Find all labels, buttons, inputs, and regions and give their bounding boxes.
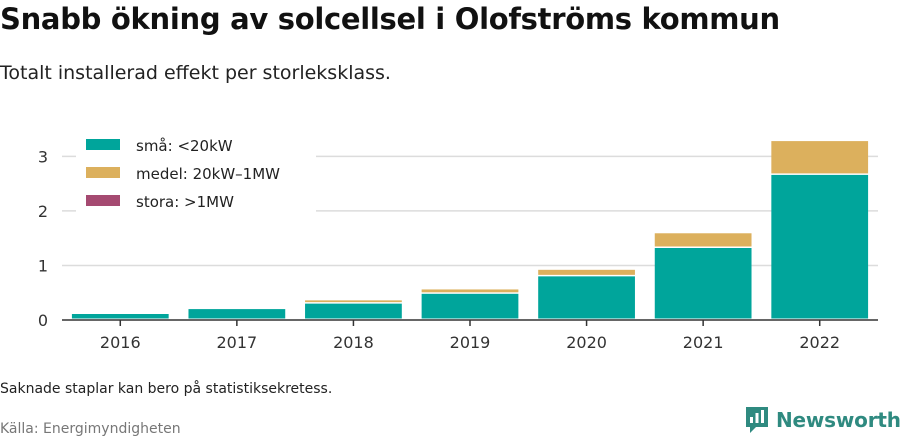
legend-swatch: [86, 139, 120, 150]
legend-swatch: [86, 195, 120, 206]
footnote: Saknade staplar kan bero på statistiksek…: [0, 381, 333, 397]
x-tick-label: 2016: [100, 333, 141, 352]
newsworthy-logo-icon: [746, 407, 768, 433]
bar-2021-series-0: [654, 248, 752, 319]
x-tick-label: 2021: [683, 333, 724, 352]
chart-title: Snabb ökning av solcellsel i Olofströms …: [0, 2, 780, 36]
y-axis-ticks: 0 1 2 3: [38, 147, 48, 330]
bar-2019-series-0: [421, 293, 519, 319]
bar-2017-series-0: [188, 309, 286, 319]
bar-2016-series-0: [71, 314, 169, 319]
x-tick-label: 2022: [799, 333, 840, 352]
bar-2018-series-1: [305, 300, 402, 303]
bar-2020-series-0: [538, 276, 635, 319]
y-tick-label: 1: [38, 256, 48, 275]
brand-name: Newsworthy: [776, 408, 900, 432]
bars: [71, 141, 869, 319]
bar-2022-series-1: [771, 141, 869, 174]
legend-label: små: <20kW: [136, 137, 233, 155]
legend-label: stora: >1MW: [136, 193, 234, 211]
legend-swatch: [86, 167, 120, 178]
x-tick-label: 2017: [216, 333, 257, 352]
y-tick-label: 0: [38, 311, 48, 330]
y-tick-label: 2: [38, 202, 48, 221]
legend-label: medel: 20kW–1MW: [136, 165, 280, 183]
x-tick-label: 2018: [333, 333, 374, 352]
y-tick-label: 3: [38, 147, 48, 166]
bar-chart: 0 1 2 3 2016 2017 2018 2019 2020 2021 2022 små: <…: [37, 127, 878, 352]
bar-2020-series-1: [538, 269, 635, 275]
source-note: Källa: Energimyndigheten: [0, 421, 181, 437]
brand-logo: Newsworthy: [744, 405, 900, 435]
x-tick-label: 2020: [566, 333, 607, 352]
chart-subtitle: Totalt installerad effekt per storlekskl…: [0, 62, 391, 84]
legend: små: <20kW medel: 20kW–1MW stora: >1MW: [76, 127, 316, 215]
bar-2022-series-0: [771, 174, 869, 319]
x-axis-ticks: 2016 2017 2018 2019 2020 2021 2022: [100, 320, 840, 352]
bar-2019-series-1: [421, 289, 519, 293]
bar-2021-series-1: [654, 233, 752, 247]
bar-2018-series-0: [305, 303, 402, 319]
x-tick-label: 2019: [450, 333, 491, 352]
